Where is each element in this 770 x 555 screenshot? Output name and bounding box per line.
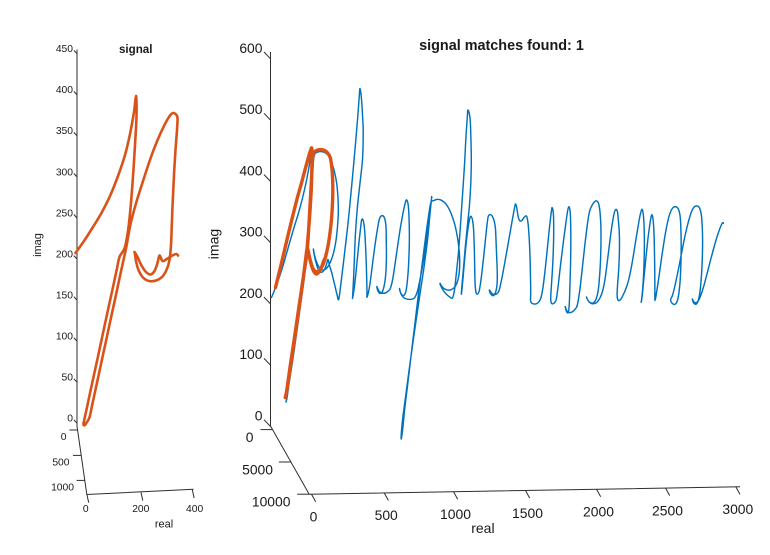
svg-text:imag: imag	[32, 233, 44, 257]
svg-text:600: 600	[239, 40, 262, 56]
svg-text:0: 0	[83, 504, 89, 515]
svg-text:450: 450	[56, 44, 73, 55]
svg-text:500: 500	[239, 101, 262, 117]
svg-text:100: 100	[239, 346, 262, 362]
svg-text:200: 200	[132, 504, 149, 515]
svg-text:0: 0	[255, 408, 263, 424]
svg-text:400: 400	[56, 85, 73, 96]
svg-text:200: 200	[56, 249, 73, 260]
svg-text:1000: 1000	[440, 506, 471, 522]
svg-text:0: 0	[246, 429, 254, 445]
svg-text:0: 0	[61, 432, 67, 443]
svg-text:3000: 3000	[722, 501, 753, 517]
svg-text:imag: imag	[206, 229, 222, 259]
svg-text:500: 500	[52, 457, 69, 468]
svg-text:1000: 1000	[51, 482, 74, 493]
svg-text:real: real	[471, 520, 494, 536]
svg-text:250: 250	[56, 208, 73, 219]
svg-text:0: 0	[310, 509, 318, 525]
svg-text:real: real	[155, 519, 173, 531]
svg-text:500: 500	[375, 507, 398, 523]
svg-text:300: 300	[239, 224, 262, 240]
svg-text:0: 0	[67, 414, 73, 425]
svg-text:400: 400	[239, 162, 262, 178]
svg-text:300: 300	[56, 167, 73, 178]
svg-text:2000: 2000	[583, 504, 614, 520]
svg-text:400: 400	[186, 504, 203, 515]
svg-text:1500: 1500	[512, 505, 543, 521]
svg-text:150: 150	[56, 291, 73, 302]
svg-text:100: 100	[56, 332, 73, 343]
svg-text:signal: signal	[119, 43, 153, 56]
svg-text:5000: 5000	[242, 461, 273, 477]
svg-text:signal matches found: 1: signal matches found: 1	[419, 38, 584, 54]
svg-text:350: 350	[56, 126, 73, 137]
svg-text:2500: 2500	[652, 502, 683, 518]
svg-text:50: 50	[62, 373, 74, 384]
svg-text:10000: 10000	[252, 494, 291, 510]
svg-text:200: 200	[239, 285, 262, 301]
